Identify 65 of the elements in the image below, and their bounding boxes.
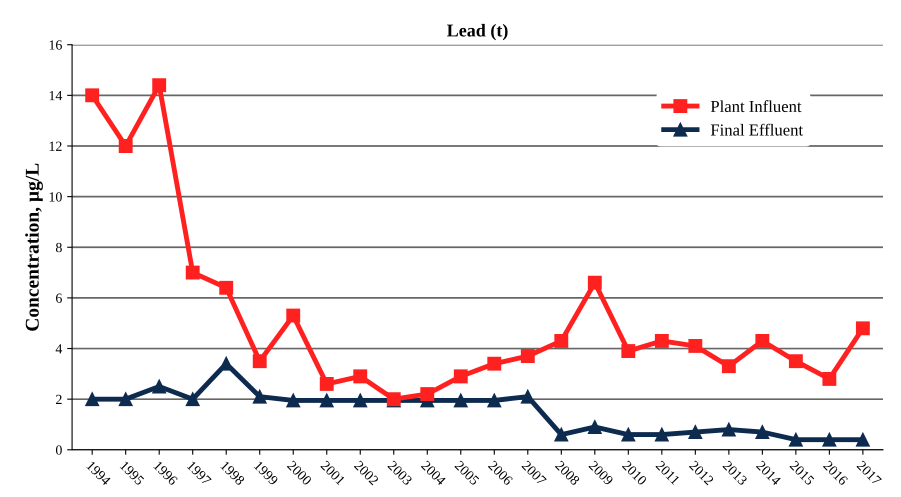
point bbox=[788, 354, 803, 368]
point bbox=[186, 266, 200, 280]
x-tick-label: 1998 bbox=[220, 460, 246, 486]
point bbox=[822, 432, 836, 447]
y-tick-label: 16 bbox=[50, 40, 62, 50]
point bbox=[454, 393, 468, 408]
x-tick-label: 1999 bbox=[254, 460, 279, 486]
point bbox=[152, 380, 166, 394]
y-tick-label: 14 bbox=[50, 91, 62, 100]
point bbox=[252, 354, 267, 368]
point bbox=[722, 359, 736, 374]
legend-label: Plant Influent bbox=[710, 100, 802, 112]
point bbox=[353, 393, 368, 408]
point bbox=[755, 334, 770, 348]
point bbox=[520, 390, 535, 404]
y-tick-label: 0 bbox=[56, 445, 62, 455]
point bbox=[722, 422, 736, 436]
point bbox=[487, 356, 502, 371]
point bbox=[85, 88, 100, 102]
point bbox=[286, 308, 300, 323]
point bbox=[554, 334, 568, 348]
x-tick-label: 1995 bbox=[120, 460, 145, 486]
chart-title: Lead (t) bbox=[447, 24, 508, 40]
x-tick-label: 2007 bbox=[521, 460, 547, 486]
point bbox=[353, 369, 368, 384]
point bbox=[654, 428, 669, 442]
point bbox=[822, 372, 836, 386]
point bbox=[118, 139, 133, 153]
point bbox=[856, 432, 870, 447]
point bbox=[856, 321, 870, 336]
point bbox=[286, 393, 300, 408]
point bbox=[320, 393, 334, 408]
y-tick-label: 12 bbox=[50, 142, 62, 151]
x-tick-label: 1994 bbox=[86, 460, 112, 486]
point bbox=[588, 420, 602, 434]
point bbox=[554, 428, 568, 442]
point bbox=[454, 369, 468, 384]
point bbox=[487, 393, 502, 408]
y-axis-title: Concentration, µg/L bbox=[25, 164, 43, 331]
point bbox=[85, 392, 100, 406]
point bbox=[621, 428, 636, 442]
point bbox=[688, 425, 702, 440]
point bbox=[219, 280, 234, 295]
point bbox=[755, 425, 770, 440]
point bbox=[118, 392, 133, 406]
point bbox=[252, 390, 267, 404]
point bbox=[621, 344, 636, 358]
x-tick-label: 1997 bbox=[186, 460, 212, 486]
point bbox=[688, 339, 702, 353]
point bbox=[520, 349, 535, 364]
y-tick-label: 6 bbox=[56, 294, 62, 303]
y-tick-label: 2 bbox=[56, 394, 62, 404]
legend-label: Final Effluent bbox=[710, 124, 804, 136]
point bbox=[420, 387, 434, 402]
point bbox=[320, 377, 334, 391]
x-tick-label: 1996 bbox=[153, 460, 178, 486]
x-tick-label: 2017 bbox=[856, 460, 882, 486]
point bbox=[788, 432, 803, 447]
y-tick-label: 4 bbox=[56, 344, 62, 354]
point bbox=[186, 392, 200, 406]
y-tick-label: 10 bbox=[50, 192, 62, 202]
point bbox=[152, 78, 166, 92]
y-tick-label: 8 bbox=[56, 242, 62, 252]
point bbox=[654, 334, 669, 348]
point bbox=[588, 276, 602, 290]
